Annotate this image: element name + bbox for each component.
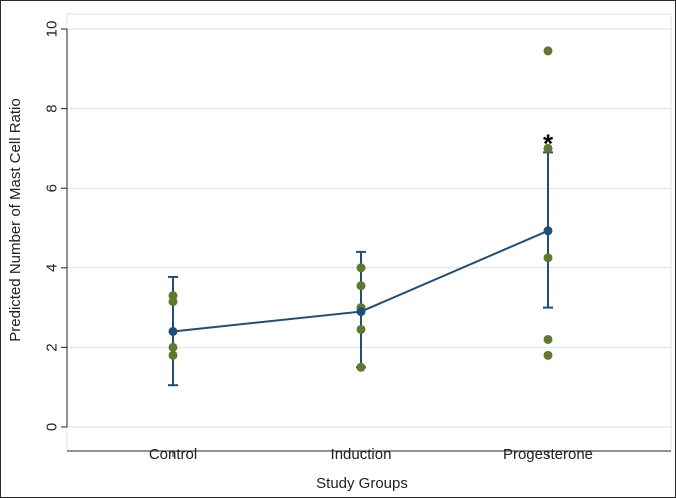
data-point (543, 334, 553, 344)
y-tick-label: 2 (43, 343, 60, 351)
y-axis-title: Predicted Number of Mast Cell Ratio (7, 98, 24, 341)
y-tick-label: 4 (43, 264, 60, 272)
plot-frame (66, 13, 672, 452)
data-point (168, 342, 178, 352)
data-point (168, 297, 178, 307)
data-point (356, 362, 366, 372)
y-tick-label: 8 (43, 104, 60, 112)
y-tick-label: 10 (43, 21, 60, 38)
x-tick-label: Induction (331, 446, 392, 463)
data-point (543, 143, 553, 153)
data-point (356, 281, 366, 291)
mean-point (168, 326, 178, 336)
significance-marker: * (543, 128, 554, 158)
data-point (543, 350, 553, 360)
mean-point (356, 307, 366, 317)
y-tick-label: 6 (43, 184, 60, 192)
mean-point (543, 226, 553, 236)
x-axis-title: Study Groups (316, 475, 408, 492)
data-point (356, 324, 366, 334)
x-tick-label: Control (149, 446, 197, 463)
data-point (356, 263, 366, 273)
y-tick-label: 0 (43, 423, 60, 431)
data-point (543, 253, 553, 263)
x-tick-label: Progesterone (503, 446, 593, 463)
data-point (168, 350, 178, 360)
data-point (543, 46, 553, 56)
